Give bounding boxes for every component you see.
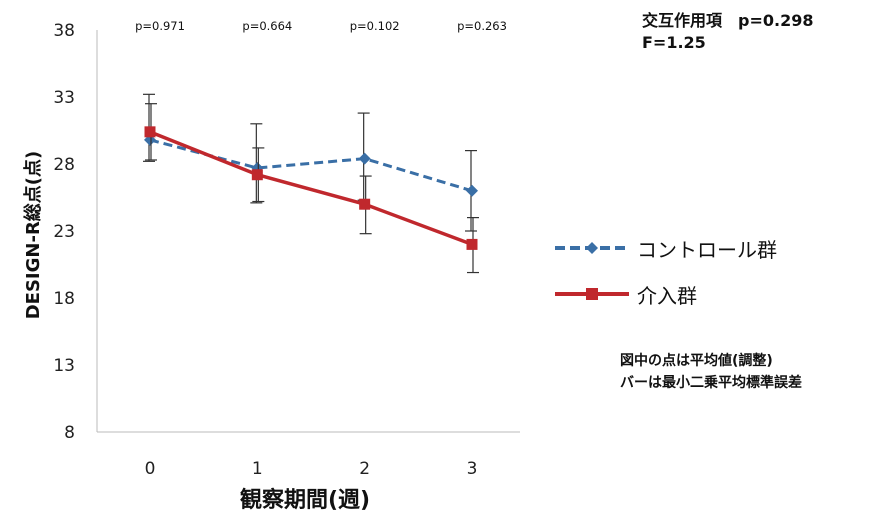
chart-note: 図中の点は平均値(調整) バーは最小二乗平均標準誤差 [620,350,802,394]
note-line-2: バーは最小二乗平均標準誤差 [620,375,802,391]
data-point-intervention [251,169,263,181]
f-statistic: F=1.25 [642,33,706,52]
y-tick-label: 23 [53,222,75,242]
p-value-label: p=0.102 [350,19,400,33]
p-value-label: p=0.971 [135,19,185,33]
y-tick-label: 8 [64,423,75,443]
y-tick-label: 38 [53,21,75,41]
legend: コントロール群 介入群 [553,232,777,324]
interaction-stats: 交互作用項 p=0.298 F=1.25 [642,10,813,54]
legend-item-control: コントロール群 [553,232,777,264]
x-tick-label: 1 [252,459,263,479]
p-value-labels: p=0.971 p=0.664 p=0.102 p=0.263 [135,19,507,33]
series-line-intervention [149,130,473,247]
data-point-control [358,152,371,165]
series-line-control [149,138,473,193]
interaction-term: 交互作用項 p=0.298 [642,11,814,30]
y-tick-label: 28 [53,155,75,175]
series-layer [143,93,479,274]
x-tick-label: 0 [145,459,156,479]
data-point-intervention [144,126,156,138]
legend-label-intervention: 介入群 [637,283,697,308]
x-axis-title: 観察期間(週) [240,488,371,513]
legend-swatch-intervention [555,288,629,300]
legend-swatch-control [555,242,629,254]
x-tick-labels: 0 1 2 3 [145,459,478,479]
y-axis-title: DESIGN-R総点(点) [23,150,44,320]
data-point-intervention [359,198,371,210]
y-tick-labels: 8 13 18 23 28 33 38 [53,21,75,443]
y-tick-label: 13 [53,356,75,376]
x-tick-label: 2 [359,459,370,479]
data-point-control [466,184,478,197]
p-value-label: p=0.263 [457,19,507,33]
note-line-1: 図中の点は平均値(調整) [620,353,773,369]
x-tick-label: 3 [467,459,478,479]
legend-label-control: コントロール群 [637,237,777,262]
p-value-label: p=0.664 [242,19,292,33]
y-tick-label: 18 [53,289,75,309]
y-tick-label: 33 [53,88,75,108]
legend-item-intervention: 介入群 [553,278,777,310]
data-point-intervention [466,238,478,250]
